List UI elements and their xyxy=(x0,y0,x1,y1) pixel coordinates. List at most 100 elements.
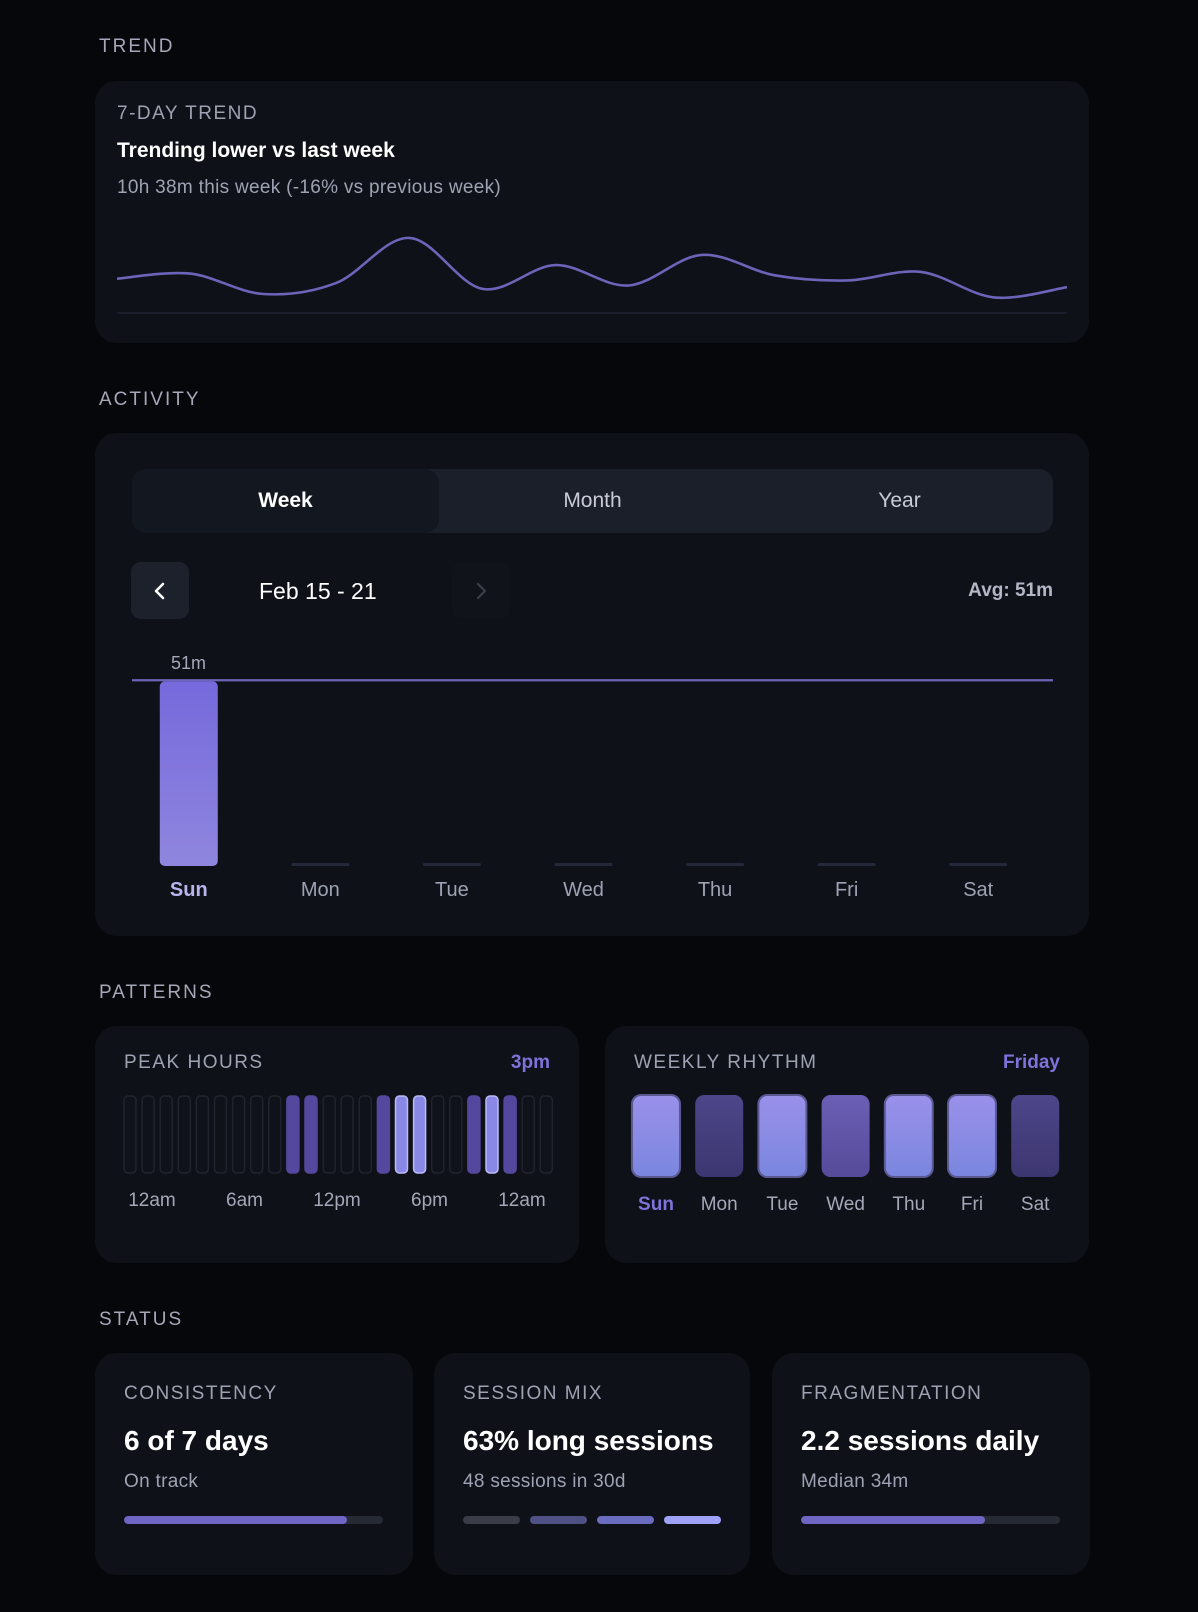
rhythm-day-label: Mon xyxy=(701,1194,738,1215)
hour-bar xyxy=(159,1095,173,1174)
bar-fri[interactable] xyxy=(817,863,876,866)
rhythm-day-fri xyxy=(947,1094,997,1178)
peak-hours-chart: 12am 6am 12pm 6pm 12am xyxy=(123,1095,554,1211)
rhythm-day-sat xyxy=(1011,1095,1060,1177)
fragmentation-progress-fill xyxy=(801,1516,985,1524)
session-mix-segment xyxy=(530,1516,587,1524)
session-mix-card: SESSION MIX 63% long sessions 48 session… xyxy=(434,1353,750,1575)
session-mix-label: SESSION MIX xyxy=(463,1383,604,1404)
bar-label-wed: Wed xyxy=(563,879,604,901)
hour-bar xyxy=(521,1095,535,1174)
bar-sun[interactable] xyxy=(159,681,218,866)
hour-bar xyxy=(249,1095,264,1174)
hour-bar xyxy=(376,1095,391,1174)
tab-year[interactable]: Year xyxy=(878,489,921,512)
bar-sat[interactable] xyxy=(949,863,1008,866)
consistency-value: 6 of 7 days xyxy=(124,1425,269,1456)
hour-bar xyxy=(177,1095,192,1174)
hour-bar xyxy=(286,1095,300,1174)
section-label-status: STATUS xyxy=(99,1309,184,1330)
activity-card: Week Month Year Feb 15 - 21 Avg: 51m 51m… xyxy=(95,433,1089,936)
session-mix-segment xyxy=(597,1516,654,1524)
tab-month[interactable]: Month xyxy=(563,489,622,512)
bar-label-tue: Tue xyxy=(435,879,469,901)
rhythm-day-label: Sun xyxy=(638,1194,674,1215)
trend-title: Trending lower vs last week xyxy=(117,139,395,162)
hour-bar xyxy=(213,1095,228,1174)
consistency-progress-fill xyxy=(124,1516,347,1524)
fragmentation-card: FRAGMENTATION 2.2 sessions daily Median … xyxy=(772,1353,1090,1575)
trend-sparkline xyxy=(117,236,1067,314)
chevron-right-icon xyxy=(476,582,487,599)
chevron-left-icon xyxy=(154,582,165,599)
average-label: Avg: 51m xyxy=(968,580,1053,601)
bar-wed[interactable] xyxy=(554,863,613,866)
date-range-label: Feb 15 - 21 xyxy=(259,578,377,604)
hour-axis-label: 6pm xyxy=(411,1190,448,1211)
bar-label-sun: Sun xyxy=(170,879,208,901)
rhythm-day-thu xyxy=(883,1094,934,1178)
rhythm-day-label: Tue xyxy=(766,1194,798,1215)
consistency-card: CONSISTENCY 6 of 7 days On track xyxy=(95,1353,413,1575)
fragmentation-progress-track xyxy=(801,1516,1060,1524)
trend-card-label: 7-DAY TREND xyxy=(117,103,259,124)
hour-bar xyxy=(268,1095,282,1174)
weekly-rhythm-chart: Sun Mon Tue Wed Thu Fri Sat xyxy=(631,1094,1060,1215)
bar-label-thu: Thu xyxy=(698,879,732,901)
weekly-bar-chart: 51m Sun Mon Tue Wed Thu Fri Sat xyxy=(132,653,1053,901)
rhythm-day-wed xyxy=(821,1095,870,1177)
rhythm-day-tue xyxy=(757,1094,808,1178)
hour-bar xyxy=(322,1095,336,1174)
consistency-label: CONSISTENCY xyxy=(124,1383,278,1404)
bar-label-sat: Sat xyxy=(963,879,993,901)
rhythm-day-label: Thu xyxy=(892,1194,925,1215)
consistency-progress-track xyxy=(124,1516,383,1524)
hour-bar xyxy=(123,1095,137,1174)
rhythm-day-label: Fri xyxy=(961,1194,983,1215)
hour-bar xyxy=(467,1095,481,1174)
trend-summary: 10h 38m this week (-16% vs previous week… xyxy=(117,177,502,198)
consistency-sub: On track xyxy=(124,1471,199,1492)
hour-bar xyxy=(195,1095,210,1174)
previous-week-button[interactable] xyxy=(131,562,189,619)
rhythm-day-sun xyxy=(631,1094,681,1178)
weekly-rhythm-card: WEEKLY RHYTHM Friday Sun Mon Tue Wed Thu Fri S… xyxy=(605,1026,1089,1263)
hour-bar xyxy=(394,1095,409,1174)
average-line-label: 51m xyxy=(171,653,206,673)
fragmentation-sub: Median 34m xyxy=(801,1471,909,1492)
weekly-rhythm-value: Friday xyxy=(1002,1052,1060,1073)
fragmentation-value: 2.2 sessions daily xyxy=(801,1425,1040,1456)
weekly-rhythm-label: WEEKLY RHYTHM xyxy=(634,1052,818,1073)
rhythm-day-label: Sat xyxy=(1021,1194,1050,1215)
fragmentation-label: FRAGMENTATION xyxy=(801,1383,983,1404)
session-mix-segment xyxy=(463,1516,520,1524)
bar-tue[interactable] xyxy=(422,863,481,866)
hour-bar xyxy=(358,1095,373,1174)
hour-bar xyxy=(141,1095,155,1174)
next-week-button[interactable] xyxy=(452,562,510,619)
hour-axis-label: 6am xyxy=(226,1190,263,1211)
bar-label-mon: Mon xyxy=(301,879,340,901)
hour-axis-label: 12am xyxy=(128,1190,176,1211)
session-mix-value: 63% long sessions xyxy=(463,1425,714,1456)
hour-bar xyxy=(430,1095,445,1174)
rhythm-day-label: Wed xyxy=(826,1194,865,1215)
hour-bar xyxy=(304,1095,318,1174)
hour-bar xyxy=(340,1095,354,1174)
hour-bar xyxy=(503,1095,517,1174)
session-mix-segment xyxy=(664,1516,721,1524)
tab-week[interactable]: Week xyxy=(132,469,439,533)
peak-hours-label: PEAK HOURS xyxy=(124,1052,264,1073)
hour-bar xyxy=(231,1095,246,1174)
bar-label-fri: Fri xyxy=(835,879,858,901)
peak-hours-card: PEAK HOURS 3pm 12am 6am 12pm 6pm 12am xyxy=(95,1026,579,1263)
bar-mon[interactable] xyxy=(291,863,350,866)
bar-thu[interactable] xyxy=(686,863,745,866)
hour-axis-label: 12pm xyxy=(313,1190,361,1211)
section-label-activity: ACTIVITY xyxy=(99,389,201,410)
hour-bar xyxy=(412,1095,427,1174)
trend-line xyxy=(117,236,1067,300)
session-mix-sub: 48 sessions in 30d xyxy=(463,1471,626,1492)
trend-card: 7-DAY TREND Trending lower vs last week … xyxy=(95,81,1089,343)
peak-hour-value: 3pm xyxy=(510,1052,550,1073)
